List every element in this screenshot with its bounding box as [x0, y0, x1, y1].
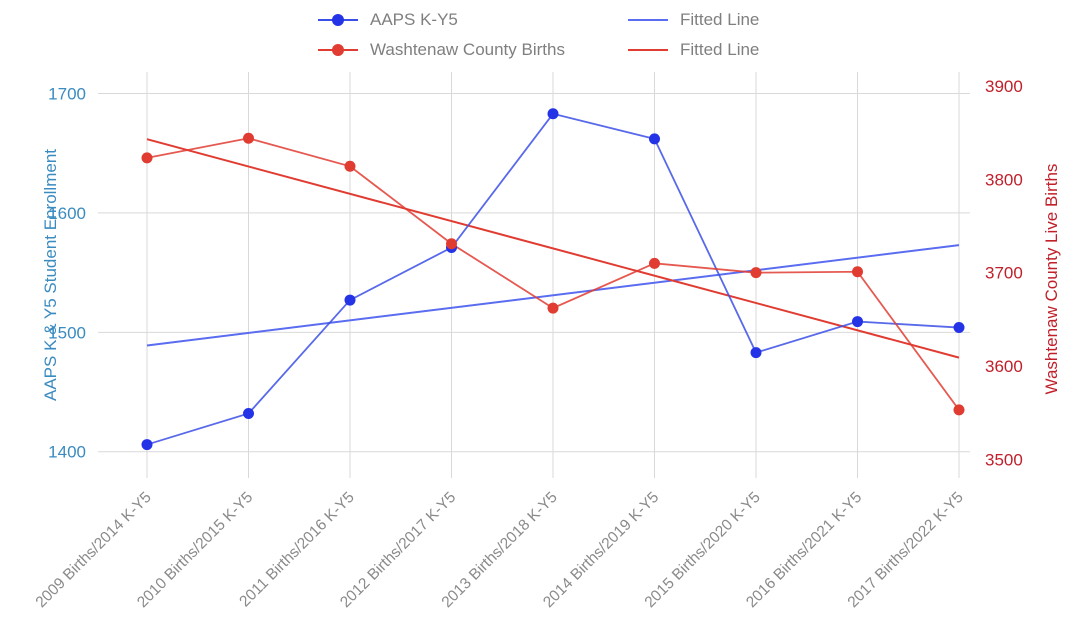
data-point [649, 133, 660, 145]
legend-swatch-fitted-red [628, 43, 668, 57]
legend-label-aaps: AAPS K-Y5 [370, 10, 458, 29]
y-right-tick-label: 3500 [985, 450, 1023, 469]
fitted-line [146, 138, 960, 359]
y-left-tick-label: 1400 [48, 443, 86, 462]
data-point [547, 302, 559, 314]
x-tick-label: 2012 Births/2017 K-Y5 [337, 489, 459, 611]
legend-item-aaps: AAPS K-Y5 [318, 4, 458, 36]
data-point [953, 322, 965, 334]
legend: AAPS K-Y5 Washtenaw County Births Fitted… [318, 2, 838, 70]
legend-item-fitted-blue: Fitted Line [628, 4, 759, 36]
fitted-line [146, 244, 960, 347]
data-point [446, 238, 457, 250]
x-tick-label: 2014 Births/2019 K-Y5 [540, 489, 662, 611]
data-point [141, 152, 153, 164]
data-point [649, 257, 660, 269]
legend-line [628, 49, 668, 51]
data-point [750, 347, 762, 359]
y-left-tick-label: 1500 [48, 323, 86, 342]
legend-label-fitted-red: Fitted Line [680, 40, 760, 59]
data-point [852, 316, 863, 328]
y-left-tick-label: 1600 [48, 204, 86, 223]
x-tick-label: 2009 Births/2014 K-Y5 [33, 489, 155, 611]
y-right-tick-label: 3900 [985, 77, 1023, 96]
data-point [953, 404, 965, 416]
y-right-tick-label: 3800 [985, 170, 1023, 189]
legend-swatch-births [318, 43, 358, 57]
data-point [243, 132, 254, 144]
data-point [243, 408, 254, 420]
grid [98, 72, 970, 478]
x-tick-label: 2010 Births/2015 K-Y5 [134, 489, 256, 611]
legend-label-births: Washtenaw County Births [370, 40, 565, 59]
data-point [547, 108, 559, 120]
x-tick-label: 2016 Births/2021 K-Y5 [743, 489, 865, 611]
data-point [141, 439, 153, 451]
legend-swatch-fitted-blue [628, 13, 668, 27]
data-point [344, 294, 356, 306]
series [141, 108, 965, 451]
data-point [344, 160, 356, 172]
x-tick-label: 2011 Births/2016 K-Y5 [236, 489, 357, 610]
legend-item-births: Washtenaw County Births [318, 34, 565, 66]
x-tick-label: 2013 Births/2018 K-Y5 [439, 489, 561, 611]
y-right-tick-label: 3600 [985, 357, 1023, 376]
data-point [750, 267, 762, 279]
y-left-tick-label: 1700 [48, 84, 86, 103]
y-right-tick-label: 3700 [985, 264, 1023, 283]
legend-swatch-aaps [318, 13, 358, 27]
legend-dot [332, 14, 344, 26]
x-tick-label: 2017 Births/2022 K-Y5 [845, 489, 967, 611]
legend-label-fitted-blue: Fitted Line [680, 10, 760, 29]
y-right-axis-title: Washtenaw County Live Births [1042, 164, 1061, 395]
legend-item-fitted-red: Fitted Line [628, 34, 759, 66]
legend-dot [332, 44, 344, 56]
data-point [852, 266, 863, 278]
x-tick-label: 2015 Births/2020 K-Y5 [642, 489, 764, 611]
y-left-axis-title: AAPS K & Y5 Student Enrollment [41, 149, 60, 401]
legend-line [628, 19, 668, 21]
fitted-lines [146, 138, 960, 359]
